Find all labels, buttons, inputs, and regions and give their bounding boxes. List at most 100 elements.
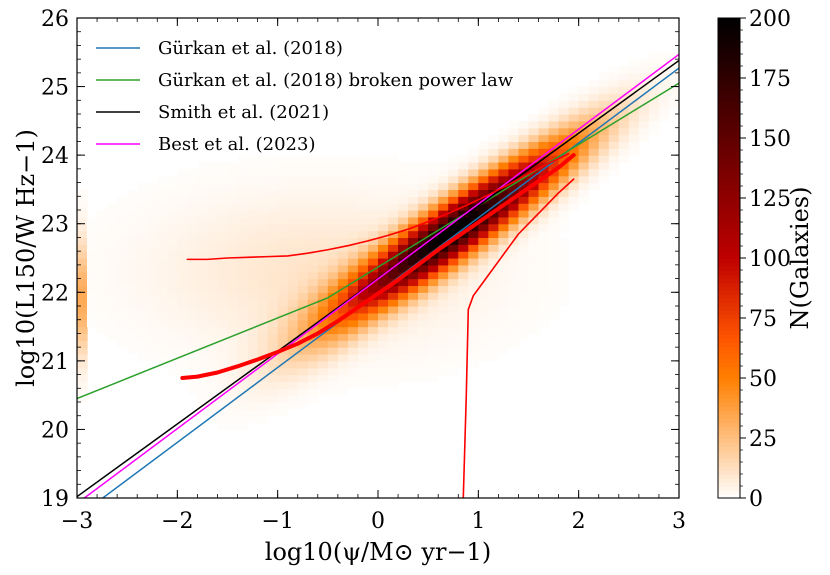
- heatmap-cell: [418, 189, 429, 197]
- heatmap-cell: [538, 216, 550, 225]
- heatmap-cell: [217, 347, 229, 355]
- colorbar-segment: [718, 170, 740, 175]
- heatmap-cell: [538, 264, 550, 273]
- heatmap-cell: [528, 223, 540, 232]
- heatmap-cell: [227, 312, 239, 321]
- heatmap-cell: [207, 292, 219, 300]
- colorbar-segment: [718, 238, 740, 243]
- heatmap-cell: [367, 306, 379, 314]
- heatmap-cell: [77, 326, 88, 335]
- heatmap-cell: [237, 326, 249, 335]
- heatmap-cell: [628, 127, 640, 136]
- colorbar-segment: [718, 162, 740, 167]
- heatmap-cell: [257, 168, 269, 177]
- heatmap-cell: [187, 223, 198, 232]
- heatmap-cell: [378, 223, 389, 232]
- heatmap-cell: [508, 230, 520, 239]
- colorbar-segment: [718, 178, 740, 183]
- heatmap-cell: [628, 141, 640, 149]
- heatmap-cell: [247, 292, 259, 300]
- heatmap-cell: [468, 278, 479, 287]
- heatmap-cell: [187, 388, 198, 396]
- heatmap-cell: [568, 168, 580, 177]
- heatmap-cell: [538, 230, 550, 239]
- heatmap-cell: [77, 340, 88, 348]
- heatmap-cell: [618, 114, 630, 122]
- heatmap-cell: [388, 196, 399, 204]
- heatmap-cell: [388, 299, 399, 307]
- heatmap-cell: [498, 196, 510, 204]
- colorbar-segment: [718, 406, 740, 411]
- heatmap-cell: [357, 360, 369, 369]
- heatmap-cell: [307, 278, 319, 287]
- heatmap-cell: [578, 93, 590, 101]
- heatmap-cell: [237, 422, 249, 431]
- colorbar-segment: [718, 214, 740, 219]
- heatmap-cell: [378, 258, 389, 266]
- heatmap-cell: [207, 196, 219, 204]
- heatmap-cell: [97, 251, 108, 259]
- heatmap-cell: [578, 127, 590, 136]
- heatmap-cell: [508, 168, 520, 177]
- heatmap-cell: [267, 285, 279, 293]
- heatmap-cell: [548, 292, 560, 300]
- heatmap-cell: [568, 127, 580, 136]
- heatmap-cell: [648, 66, 660, 74]
- heatmap-cell: [408, 347, 419, 355]
- heatmap-cell: [438, 319, 449, 328]
- heatmap-cell: [588, 93, 600, 101]
- heatmap-cell: [77, 196, 88, 204]
- heatmap-cell: [468, 237, 479, 245]
- heatmap-cell: [307, 381, 319, 389]
- heatmap-cell: [177, 278, 188, 287]
- heatmap-cell: [207, 374, 219, 383]
- heatmap-cell: [287, 168, 299, 177]
- heatmap-cell: [147, 244, 158, 252]
- colorbar-segment: [718, 426, 740, 431]
- heatmap-cell: [77, 333, 88, 341]
- heatmap-cell: [217, 388, 229, 396]
- heatmap-cell: [388, 237, 399, 245]
- heatmap-cell: [538, 134, 550, 143]
- heatmap-cell: [538, 258, 550, 266]
- heatmap-cell: [167, 175, 178, 184]
- heatmap-cell: [227, 326, 239, 335]
- heatmap-cell: [257, 244, 269, 252]
- heatmap-cell: [538, 182, 550, 191]
- heatmap-cell: [327, 203, 339, 211]
- heatmap-cell: [648, 100, 660, 108]
- colorbar-segment: [718, 370, 740, 375]
- heatmap-cell: [257, 258, 269, 266]
- heatmap-cell: [578, 141, 590, 149]
- heatmap-cell: [197, 278, 209, 287]
- heatmap-cell: [367, 237, 379, 245]
- heatmap-cell: [398, 251, 409, 259]
- heatmap-cell: [177, 175, 188, 184]
- heatmap-cell: [257, 395, 269, 403]
- heatmap-cell: [167, 285, 178, 293]
- colorbar-segment: [718, 150, 740, 155]
- heatmap-cell: [388, 244, 399, 252]
- heatmap-cell: [317, 388, 329, 396]
- heatmap-cell: [277, 278, 289, 287]
- heatmap-cell: [658, 100, 670, 108]
- heatmap-cell: [488, 230, 499, 239]
- heatmap-cell: [578, 114, 590, 122]
- heatmap-cell: [277, 237, 289, 245]
- heatmap-cell: [458, 196, 469, 204]
- heatmap-cell: [428, 223, 439, 232]
- heatmap-cell: [277, 271, 289, 280]
- heatmap-cell: [247, 333, 259, 341]
- heatmap-cell: [287, 312, 299, 321]
- heatmap-cell: [528, 230, 540, 239]
- heatmap-cell: [127, 319, 138, 328]
- heatmap-cell: [227, 299, 239, 307]
- heatmap-cell: [568, 120, 580, 129]
- colorbar-segment: [718, 270, 740, 275]
- heatmap-cell: [398, 216, 409, 225]
- heatmap-cell: [247, 360, 259, 369]
- heatmap-cell: [548, 251, 560, 259]
- heatmap-cell: [97, 326, 108, 335]
- heatmap-cell: [77, 299, 88, 307]
- heatmap-cell: [458, 175, 469, 184]
